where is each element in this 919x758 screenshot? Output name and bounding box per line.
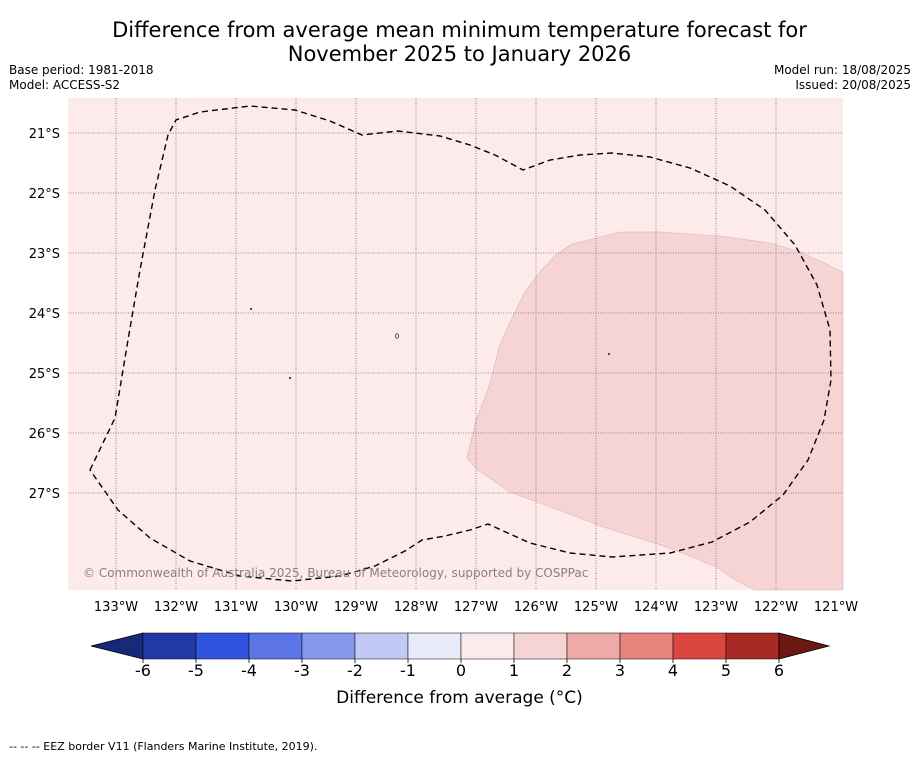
- colorbar-segment: [354, 632, 409, 660]
- lon-label: 127°W: [454, 600, 498, 615]
- lon-label: 126°W: [514, 600, 558, 615]
- eez-footnote: -- -- -- EEZ border V11 (Flanders Marine…: [9, 740, 318, 753]
- colorbar-label: Difference from average (°C): [336, 688, 583, 708]
- colorbar-segment: [672, 632, 727, 660]
- colorbar: -6 -5 -4 -3 -2 -1 0 1 2 3 4 5 6: [90, 632, 831, 680]
- lon-label: 131°W: [214, 600, 258, 615]
- copyright-text: © Commonwealth of Australia 2025, Bureau…: [83, 566, 588, 580]
- lat-label: 27°S: [29, 487, 60, 502]
- colorbar-segment: [301, 632, 356, 660]
- anomaly-region-1-2: [466, 231, 844, 591]
- lon-label: 130°W: [274, 600, 318, 615]
- colorbar-tick-label: -3: [294, 661, 310, 680]
- model-run: Model run: 18/08/2025: [773, 63, 911, 77]
- lon-label: 132°W: [154, 600, 198, 615]
- colorbar-tick-label: 2: [562, 661, 572, 680]
- colorbar-segment: [195, 632, 250, 660]
- lon-label: 125°W: [574, 600, 618, 615]
- colorbar-segment: [248, 632, 303, 660]
- island-marks: [249, 307, 611, 380]
- lat-label: 24°S: [29, 307, 60, 322]
- lat-label: 23°S: [29, 247, 60, 262]
- colorbar-under-arrow: [90, 632, 144, 660]
- lat-label: 26°S: [29, 427, 60, 442]
- colorbar-tick-label: -1: [400, 661, 416, 680]
- colorbar-tick-label: -4: [241, 661, 257, 680]
- lon-label: 124°W: [634, 600, 678, 615]
- colorbar-segment: [566, 632, 621, 660]
- lat-label: 21°S: [29, 127, 60, 142]
- model-name: Model: ACCESS-S2: [9, 78, 121, 92]
- colorbar-segment: [619, 632, 674, 660]
- colorbar-segment: [407, 632, 462, 660]
- lon-label: 128°W: [394, 600, 438, 615]
- map-title: Difference from average mean minimum tem…: [0, 18, 919, 66]
- title-line-1: Difference from average mean minimum tem…: [112, 18, 807, 42]
- colorbar-tick-label: -2: [347, 661, 363, 680]
- colorbar-tick-label: 5: [721, 661, 731, 680]
- colorbar-segment: [725, 632, 780, 660]
- meta-left: Base period: 1981-2018 Model: ACCESS-S2: [9, 63, 154, 93]
- colorbar-over-arrow: [778, 632, 831, 660]
- colorbar-tick-label: -6: [135, 661, 151, 680]
- colorbar-tick-label: -5: [188, 661, 204, 680]
- lon-label: 121°W: [814, 600, 858, 615]
- lon-label: 122°W: [754, 600, 798, 615]
- lon-label: 133°W: [94, 600, 138, 615]
- colorbar-tick-label: 4: [668, 661, 678, 680]
- lon-label: 123°W: [694, 600, 738, 615]
- lon-label: 129°W: [334, 600, 378, 615]
- lat-label: 25°S: [29, 367, 60, 382]
- colorbar-segment: [513, 632, 568, 660]
- longitude-labels: 133°W 132°W 131°W 130°W 129°W 128°W 127°…: [94, 600, 858, 615]
- issued-date: Issued: 20/08/2025: [795, 78, 911, 92]
- meta-right: Model run: 18/08/2025 Issued: 20/08/2025: [774, 63, 911, 93]
- eez-border: [89, 105, 832, 582]
- colorbar-tick-label: 0: [456, 661, 466, 680]
- gridlines: [68, 98, 843, 590]
- base-period: Base period: 1981-2018: [9, 63, 154, 77]
- title-line-2: November 2025 to January 2026: [287, 42, 632, 66]
- colorbar-tick-label: 1: [509, 661, 519, 680]
- colorbar-segment: [142, 632, 197, 660]
- latitude-labels: 21°S 22°S 23°S 24°S 25°S 26°S 27°S: [29, 127, 60, 502]
- lat-label: 22°S: [29, 187, 60, 202]
- colorbar-tick-label: 6: [774, 661, 784, 680]
- colorbar-tick-label: 3: [615, 661, 625, 680]
- colorbar-segment: [460, 632, 515, 660]
